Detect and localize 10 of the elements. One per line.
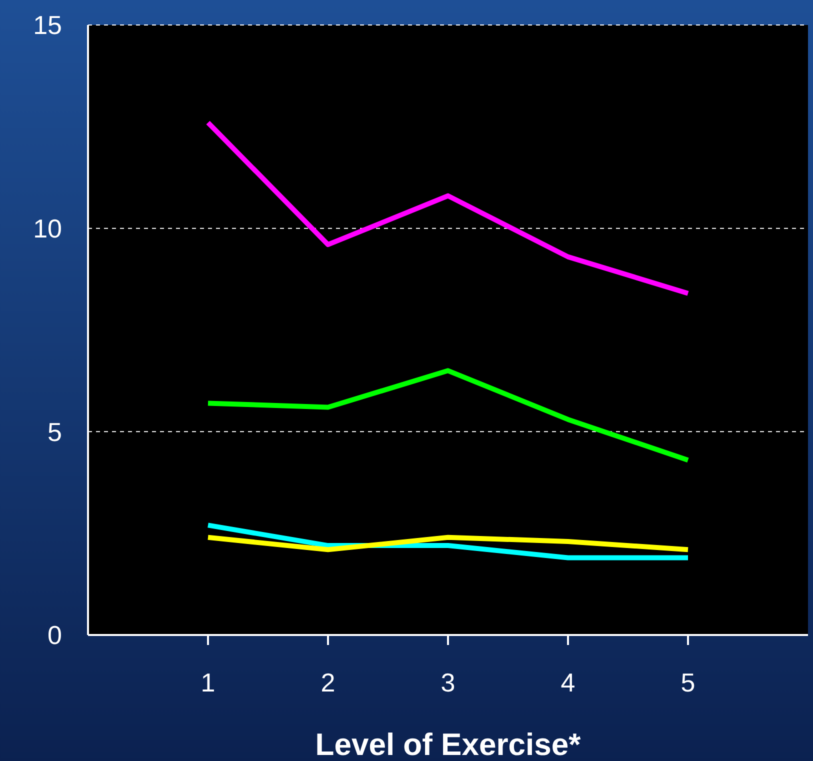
x-tick-label: 5 bbox=[680, 667, 696, 698]
y-tick-label: 10 bbox=[33, 214, 62, 244]
x-tick-label: 2 bbox=[320, 667, 336, 698]
y-tick-label: 0 bbox=[48, 620, 62, 650]
x-tick-label: 1 bbox=[200, 667, 216, 698]
x-tick-label: 4 bbox=[560, 667, 576, 698]
x-tick-label: 3 bbox=[440, 667, 456, 698]
y-tick-label: 5 bbox=[48, 416, 62, 447]
x-axis-title: Level of Exercise* bbox=[315, 727, 582, 761]
y-tick-label: 15 bbox=[33, 10, 62, 40]
